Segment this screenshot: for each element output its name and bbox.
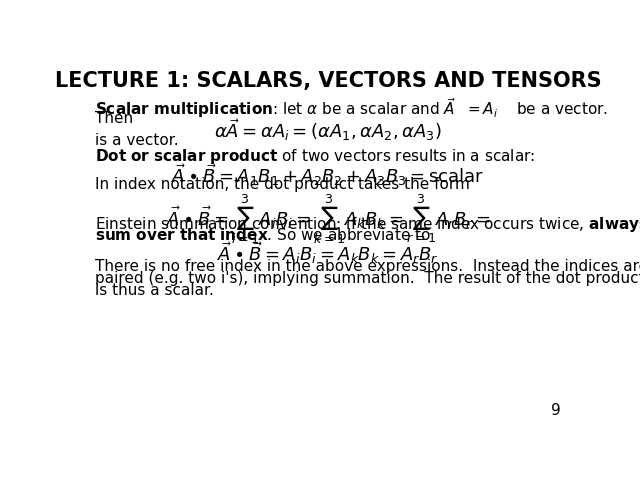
Text: Then: Then (95, 111, 133, 126)
Text: $\mathbf{sum\ over\ that\ index}$. So we abbreviate to: $\mathbf{sum\ over\ that\ index}$. So we… (95, 227, 431, 243)
Text: $\vec{A} \bullet \vec{B} = A_1B_1 + A_2B_2 + A_3B_3 = \mathrm{scalar}$: $\vec{A} \bullet \vec{B} = A_1B_1 + A_2B… (172, 162, 484, 188)
Text: $\mathbf{Dot\ or\ scalar\ product}$ of two vectors results in a scalar:: $\mathbf{Dot\ or\ scalar\ product}$ of t… (95, 147, 535, 166)
Text: $\vec{A} \bullet \vec{B} = A_iB_i = A_kB_k = A_rB_r$: $\vec{A} \bullet \vec{B} = A_iB_i = A_kB… (218, 240, 438, 266)
Text: paired (e.g. two i's), implying summation.  The result of the dot product: paired (e.g. two i's), implying summatio… (95, 271, 640, 286)
Text: $\alpha\vec{A} = \alpha A_i = (\alpha A_1, \alpha A_2, \alpha A_3)$: $\alpha\vec{A} = \alpha A_i = (\alpha A_… (214, 117, 442, 143)
Text: is a vector.: is a vector. (95, 133, 179, 148)
Text: LECTURE 1: SCALARS, VECTORS AND TENSORS: LECTURE 1: SCALARS, VECTORS AND TENSORS (54, 71, 602, 91)
Text: In index notation, the dot product takes the form: In index notation, the dot product takes… (95, 177, 470, 192)
Text: $\mathbf{Scalar\ multiplication}$: let $\alpha$ be a scalar and $\vec{A}\ \ = A_: $\mathbf{Scalar\ multiplication}$: let $… (95, 96, 608, 120)
Text: Einstein summation convention: if the same index occurs twice, $\mathbf{always}$: Einstein summation convention: if the sa… (95, 215, 640, 234)
Text: There is no free index in the above expressions.  Instead the indices are: There is no free index in the above expr… (95, 259, 640, 274)
Text: 9: 9 (552, 403, 561, 418)
Text: is thus a scalar.: is thus a scalar. (95, 283, 214, 299)
Text: $\vec{A} \bullet \vec{B} = \sum_{i=1}^{3}A_iB_i = \sum_{k=1}^{3}A_kB_k = \sum_{r: $\vec{A} \bullet \vec{B} = \sum_{i=1}^{3… (166, 192, 490, 246)
